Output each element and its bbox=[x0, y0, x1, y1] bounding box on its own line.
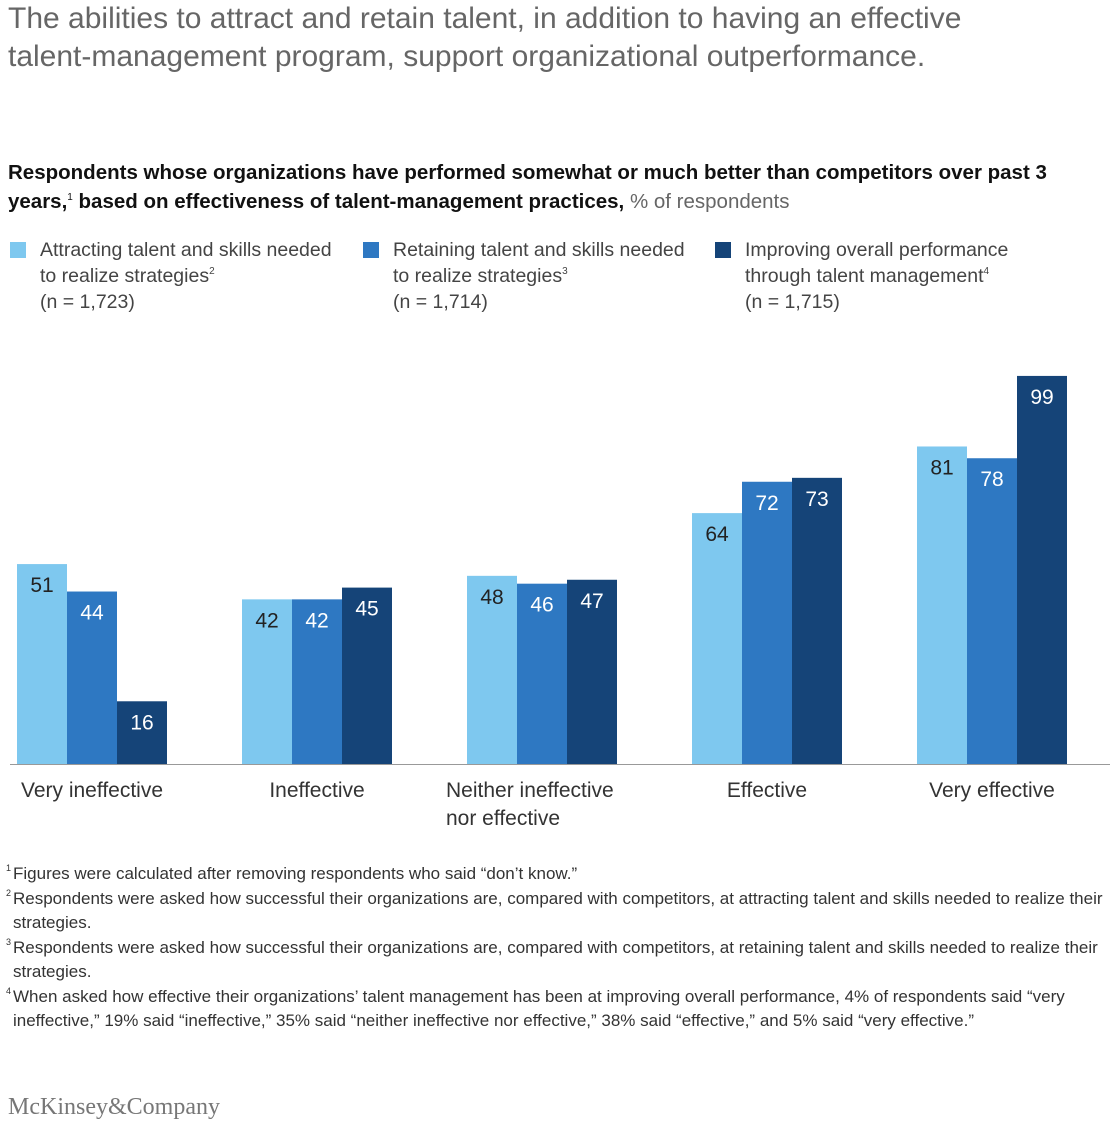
bar-effective-series-1 bbox=[692, 513, 742, 764]
chart-headline: The abilities to attract and retain tale… bbox=[8, 2, 962, 73]
footnote-4: 4 When asked how effective their organiza… bbox=[6, 985, 1116, 1034]
bar-neither-ineffective-nor-effective-series-3 bbox=[567, 579, 617, 764]
legend-label-retaining: Retaining talent and skills needed to re… bbox=[393, 237, 693, 315]
subtitle-footnote-ref: 1 bbox=[67, 192, 73, 203]
data-label-very-ineffective-series-1: 51 bbox=[30, 574, 53, 597]
legend-n-retaining: (n = 1,714) bbox=[393, 291, 488, 313]
bar-effective-series-3 bbox=[792, 477, 842, 764]
data-label-very-effective-series-2: 78 bbox=[980, 468, 1003, 491]
legend-sup-attracting: 2 bbox=[209, 266, 215, 277]
subtitle-bold-part-2: based on effectiveness of talent-managem… bbox=[72, 190, 625, 213]
bar-very-ineffective-series-1 bbox=[17, 564, 67, 764]
data-label-effective-series-1: 64 bbox=[705, 523, 729, 546]
bar-very-effective-series-1 bbox=[917, 446, 967, 764]
data-label-very-effective-series-1: 81 bbox=[930, 456, 953, 479]
data-label-effective-series-2: 72 bbox=[755, 492, 778, 515]
legend-label-attracting: Attracting talent and skills needed to r… bbox=[40, 237, 340, 315]
bar-group-ineffective: 42 42 45 bbox=[242, 587, 392, 764]
data-label-very-ineffective-series-2: 44 bbox=[80, 602, 104, 625]
footnote-2: 2 Respondents were asked how successful t… bbox=[6, 887, 1116, 936]
x-tick-label-effective: Effective bbox=[727, 779, 807, 802]
bar-very-ineffective-series-3 bbox=[117, 701, 167, 764]
data-label-effective-series-3: 73 bbox=[805, 488, 828, 511]
subtitle-bold-part-1: Respondents whose organizations have per… bbox=[8, 161, 1047, 213]
bar-effective-series-2 bbox=[742, 481, 792, 764]
bar-chart: 51 44 16 42 42 45 48 46 47 64 72 73 81 78 99 Very ineff… bbox=[10, 375, 1110, 830]
data-label-ineffective-series-1: 42 bbox=[255, 609, 278, 632]
x-tick-label-very-ineffective: Very ineffective bbox=[21, 779, 163, 802]
footnote-3-marker: 3 bbox=[6, 936, 12, 947]
footnote-4-marker: 4 bbox=[6, 985, 12, 996]
legend-swatch-improving bbox=[715, 242, 731, 258]
data-label-ineffective-series-3: 45 bbox=[355, 598, 378, 621]
legend-label-improving: Improving overall performance through ta… bbox=[745, 237, 1075, 315]
subtitle-unit: % of respondents bbox=[624, 190, 790, 213]
legend-swatch-attracting bbox=[10, 242, 26, 258]
legend-sup-improving: 4 bbox=[983, 266, 990, 277]
bar-very-effective-series-2 bbox=[967, 458, 1017, 764]
brand-logo: McKinsey&Company bbox=[8, 1094, 220, 1120]
footnote-3-text: Respondents were asked how successful th… bbox=[13, 937, 1098, 982]
bar-group-effective: 64 72 73 bbox=[692, 477, 842, 764]
data-label-neither-ineffective-nor-effective-series-2: 46 bbox=[530, 594, 553, 617]
bar-ineffective-series-3 bbox=[342, 587, 392, 764]
footnote-3: 3 Respondents were asked how successful t… bbox=[6, 936, 1116, 985]
bar-group-very-ineffective: 51 44 16 bbox=[17, 564, 167, 764]
legend-sup-retaining: 3 bbox=[562, 266, 568, 277]
footnotes: 1 Figures were calculated after removing … bbox=[6, 862, 1116, 1034]
legend-text-improving: Improving overall performance through ta… bbox=[745, 239, 1009, 287]
bar-ineffective-series-1 bbox=[242, 599, 292, 764]
footnote-1-marker: 1 bbox=[6, 863, 12, 873]
bar-ineffective-series-2 bbox=[292, 599, 342, 764]
bar-very-effective-series-3 bbox=[1017, 375, 1067, 764]
bar-group-very-effective: 81 78 99 bbox=[917, 375, 1067, 764]
footnote-1-text: Figures were calculated after removing r… bbox=[13, 864, 578, 883]
footnote-2-marker: 2 bbox=[6, 887, 12, 898]
bar-neither-ineffective-nor-effective-series-2 bbox=[517, 583, 567, 764]
x-tick-label-ineffective: Ineffective bbox=[269, 779, 364, 802]
footnote-2-text: Respondents were asked how successful th… bbox=[13, 888, 1103, 933]
chart-subtitle: Respondents whose organizations have per… bbox=[8, 158, 1113, 216]
data-label-very-effective-series-3: 99 bbox=[1030, 386, 1053, 409]
footnote-1: 1 Figures were calculated after removing … bbox=[6, 862, 1116, 887]
bar-neither-ineffective-nor-effective-series-1 bbox=[467, 575, 517, 764]
data-label-neither-ineffective-nor-effective-series-1: 48 bbox=[480, 586, 503, 609]
legend-n-improving: (n = 1,715) bbox=[745, 291, 840, 313]
data-label-ineffective-series-2: 42 bbox=[305, 609, 328, 632]
legend-n-attracting: (n = 1,723) bbox=[40, 291, 135, 313]
legend-text-attracting: Attracting talent and skills needed to r… bbox=[40, 239, 332, 287]
legend-text-retaining: Retaining talent and skills needed to re… bbox=[393, 239, 685, 287]
bar-very-ineffective-series-2 bbox=[67, 591, 117, 764]
bar-group-neither-ineffective-nor-effective: 48 46 47 bbox=[467, 575, 617, 764]
data-label-neither-ineffective-nor-effective-series-3: 47 bbox=[580, 590, 603, 613]
legend-swatch-retaining bbox=[363, 242, 379, 258]
x-tick-label-neither-ineffective-nor-effective: Neither ineffective nor effective bbox=[446, 779, 614, 830]
x-tick-label-very-effective: Very effective bbox=[929, 779, 1055, 802]
data-label-very-ineffective-series-3: 16 bbox=[130, 711, 153, 734]
chart-legend: Attracting talent and skills needed to r… bbox=[10, 237, 1110, 317]
footnote-4-text: When asked how effective their organizat… bbox=[13, 986, 1065, 1031]
